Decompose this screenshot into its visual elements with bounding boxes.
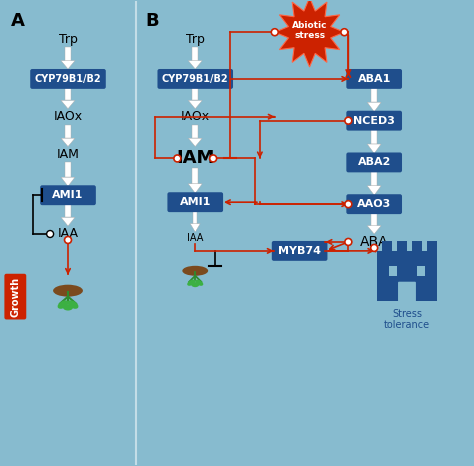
Text: AAO3: AAO3 — [357, 199, 392, 209]
Text: B: B — [146, 12, 159, 30]
Polygon shape — [61, 217, 75, 226]
Polygon shape — [65, 124, 71, 138]
Text: IAOx: IAOx — [54, 110, 82, 123]
Circle shape — [174, 155, 181, 162]
FancyBboxPatch shape — [346, 111, 402, 130]
Polygon shape — [371, 129, 377, 144]
Polygon shape — [61, 61, 75, 69]
FancyBboxPatch shape — [398, 282, 416, 302]
Polygon shape — [192, 47, 199, 61]
Text: Growth: Growth — [10, 276, 20, 317]
Text: Stress
tolerance: Stress tolerance — [384, 308, 430, 330]
FancyBboxPatch shape — [427, 241, 437, 251]
Circle shape — [345, 117, 352, 124]
Circle shape — [271, 29, 278, 36]
Text: IAA: IAA — [187, 233, 203, 243]
Polygon shape — [371, 212, 377, 226]
Text: CYP79B1/B2: CYP79B1/B2 — [162, 74, 228, 84]
FancyBboxPatch shape — [272, 241, 328, 261]
Polygon shape — [65, 47, 71, 61]
FancyBboxPatch shape — [417, 266, 425, 276]
Polygon shape — [275, 0, 344, 67]
Polygon shape — [193, 210, 198, 224]
FancyBboxPatch shape — [382, 241, 392, 251]
Circle shape — [345, 201, 352, 208]
Text: Trp: Trp — [186, 33, 205, 46]
Polygon shape — [188, 61, 202, 69]
Polygon shape — [65, 203, 71, 217]
FancyBboxPatch shape — [412, 241, 422, 251]
FancyBboxPatch shape — [4, 274, 26, 320]
FancyBboxPatch shape — [40, 185, 96, 205]
Polygon shape — [65, 163, 71, 177]
Ellipse shape — [58, 300, 69, 309]
FancyBboxPatch shape — [167, 192, 223, 212]
Text: ABA2: ABA2 — [357, 158, 391, 167]
Text: A: A — [11, 12, 25, 30]
Polygon shape — [367, 226, 381, 234]
Ellipse shape — [191, 282, 199, 287]
FancyBboxPatch shape — [346, 194, 402, 214]
Ellipse shape — [182, 266, 208, 276]
Polygon shape — [367, 144, 381, 153]
Text: CYP79B1/B2: CYP79B1/B2 — [35, 74, 101, 84]
FancyBboxPatch shape — [389, 266, 397, 276]
Text: IAA: IAA — [57, 227, 79, 240]
Circle shape — [64, 236, 72, 243]
Text: NCED3: NCED3 — [353, 116, 395, 126]
Ellipse shape — [53, 285, 83, 297]
Polygon shape — [61, 138, 75, 146]
Polygon shape — [371, 87, 377, 102]
Ellipse shape — [67, 300, 78, 309]
Ellipse shape — [63, 305, 73, 310]
Polygon shape — [192, 168, 199, 184]
Circle shape — [345, 239, 352, 246]
Text: AMI1: AMI1 — [52, 190, 84, 200]
FancyBboxPatch shape — [157, 69, 233, 89]
Text: Trp: Trp — [59, 33, 77, 46]
Ellipse shape — [187, 280, 195, 286]
Text: IAM: IAM — [56, 148, 80, 161]
Text: ABA1: ABA1 — [357, 74, 391, 84]
Polygon shape — [61, 101, 75, 109]
Circle shape — [371, 245, 378, 251]
Polygon shape — [188, 184, 202, 193]
Text: IAOx: IAOx — [181, 110, 210, 123]
Circle shape — [210, 155, 217, 162]
Ellipse shape — [195, 280, 203, 286]
Polygon shape — [188, 101, 202, 109]
Polygon shape — [367, 102, 381, 112]
Polygon shape — [188, 138, 202, 146]
Polygon shape — [190, 224, 200, 232]
Text: MYB74: MYB74 — [278, 246, 321, 256]
Circle shape — [46, 231, 54, 238]
Polygon shape — [65, 87, 71, 101]
Polygon shape — [371, 171, 377, 186]
Text: Abiotic
stress: Abiotic stress — [292, 21, 328, 40]
FancyBboxPatch shape — [346, 69, 402, 89]
Polygon shape — [192, 124, 199, 138]
FancyBboxPatch shape — [346, 152, 402, 172]
Text: AMI1: AMI1 — [180, 197, 211, 207]
FancyBboxPatch shape — [377, 251, 437, 301]
FancyBboxPatch shape — [397, 241, 407, 251]
Circle shape — [341, 29, 348, 36]
FancyBboxPatch shape — [30, 69, 106, 89]
Polygon shape — [192, 87, 199, 101]
Polygon shape — [61, 177, 75, 186]
Text: IAM: IAM — [176, 150, 214, 167]
Text: ABA: ABA — [360, 235, 389, 249]
Polygon shape — [367, 186, 381, 195]
